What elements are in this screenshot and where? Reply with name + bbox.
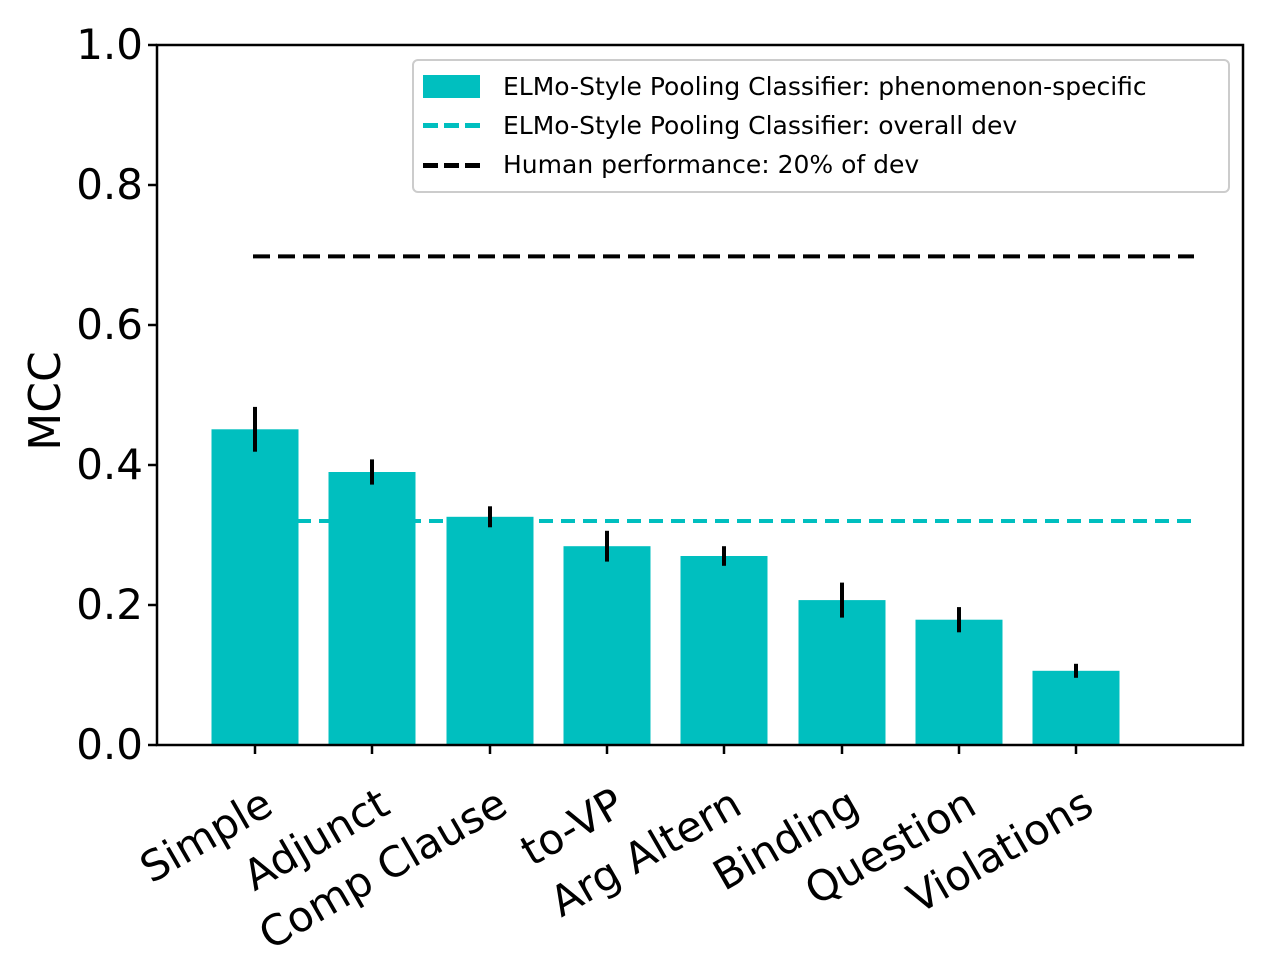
legend-row-phenomenon-specific: ELMo-Style Pooling Classifier: phenomeno… xyxy=(423,68,1222,106)
bar-violations xyxy=(1032,670,1120,745)
y-tick-label-0.8: 0.8 xyxy=(76,160,143,209)
axis-ticks-group xyxy=(148,43,1078,754)
plot-border xyxy=(155,43,1245,747)
bar-binding xyxy=(798,600,886,745)
axes-spines-group xyxy=(155,43,1245,747)
legend-row-human-performance: Human performance: 20% of dev xyxy=(423,146,1222,184)
y-tick-label-1.0: 1.0 xyxy=(76,20,143,69)
bar-to-vp xyxy=(563,546,651,745)
bar-arg-altern xyxy=(680,556,768,745)
legend-label: ELMo-Style Pooling Classifier: overall d… xyxy=(503,110,1018,140)
y-axis-title: MCC xyxy=(20,351,71,451)
bar-comp-clause xyxy=(446,516,534,745)
y-tick-label-0.6: 0.6 xyxy=(76,300,143,349)
bar-adjunct xyxy=(328,472,416,745)
legend-row-overall-dev: ELMo-Style Pooling Classifier: overall d… xyxy=(423,107,1222,145)
error-bars-group xyxy=(253,406,1078,678)
legend-label: ELMo-Style Pooling Classifier: phenomeno… xyxy=(503,71,1147,101)
y-tick-label-0.0: 0.0 xyxy=(76,720,143,769)
y-tick-label-0.2: 0.2 xyxy=(76,580,143,629)
bar-question xyxy=(915,619,1003,745)
bar-simple xyxy=(211,429,299,745)
reference-lines-group xyxy=(253,254,1194,523)
bar-swatch-icon xyxy=(423,75,480,99)
y-tick-label-0.4: 0.4 xyxy=(76,440,143,489)
legend: ELMo-Style Pooling Classifier: phenomeno… xyxy=(412,59,1230,193)
cyan-dashed-line-icon xyxy=(423,123,480,129)
black-dashed-line-icon xyxy=(423,162,480,168)
bars-group xyxy=(211,429,1120,745)
legend-label: Human performance: 20% of dev xyxy=(503,150,920,180)
